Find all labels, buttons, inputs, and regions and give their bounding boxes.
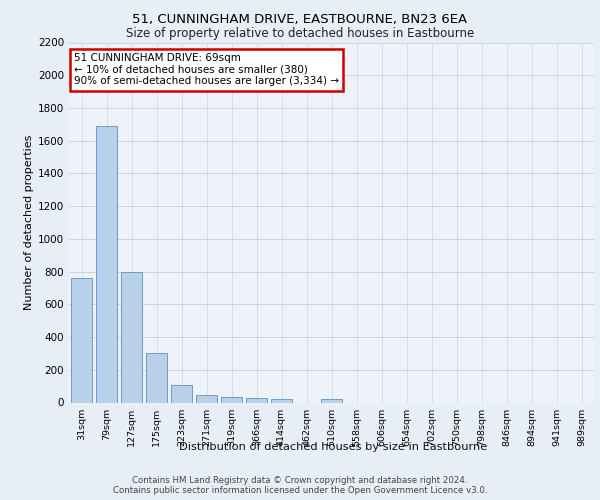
- Bar: [121, 272, 142, 402]
- Text: Contains public sector information licensed under the Open Government Licence v3: Contains public sector information licen…: [113, 486, 487, 495]
- Bar: [221, 397, 242, 402]
- Text: 51 CUNNINGHAM DRIVE: 69sqm
← 10% of detached houses are smaller (380)
90% of sem: 51 CUNNINGHAM DRIVE: 69sqm ← 10% of deta…: [74, 54, 339, 86]
- Text: Contains HM Land Registry data © Crown copyright and database right 2024.: Contains HM Land Registry data © Crown c…: [132, 476, 468, 485]
- Bar: [146, 354, 167, 403]
- Bar: [196, 395, 217, 402]
- Bar: [171, 384, 192, 402]
- Y-axis label: Number of detached properties: Number of detached properties: [24, 135, 34, 310]
- Bar: [71, 278, 92, 402]
- Text: 51, CUNNINGHAM DRIVE, EASTBOURNE, BN23 6EA: 51, CUNNINGHAM DRIVE, EASTBOURNE, BN23 6…: [133, 12, 467, 26]
- Bar: [321, 399, 342, 402]
- Text: Size of property relative to detached houses in Eastbourne: Size of property relative to detached ho…: [126, 28, 474, 40]
- Text: Distribution of detached houses by size in Eastbourne: Distribution of detached houses by size …: [179, 442, 487, 452]
- Bar: [96, 126, 117, 402]
- Bar: [246, 398, 267, 402]
- Bar: [271, 399, 292, 402]
